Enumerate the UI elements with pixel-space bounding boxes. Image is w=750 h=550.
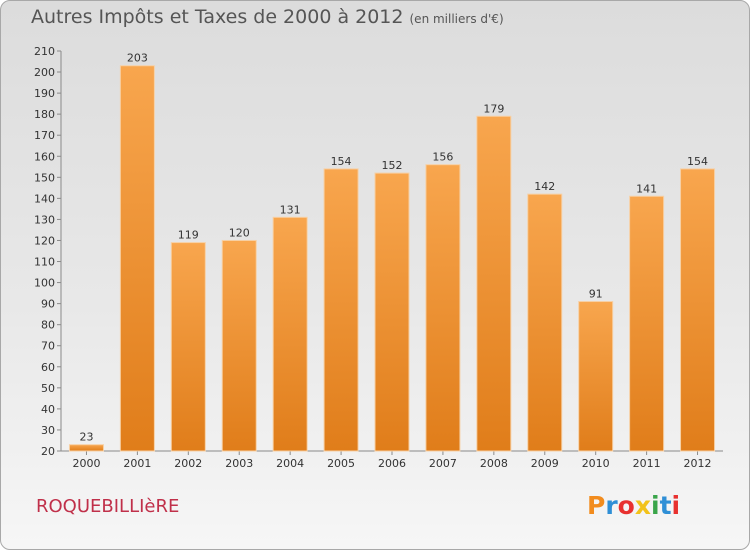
y-tick-label: 180: [34, 108, 55, 121]
bar-2001: [119, 65, 155, 452]
y-tick-label: 40: [41, 403, 55, 416]
bar-value-label: 120: [229, 226, 250, 239]
chart-unit-text: (en milliers d'€): [409, 12, 504, 26]
y-tick-label: 120: [34, 234, 55, 247]
logo-letter: r: [605, 491, 618, 520]
x-tick-label: 2012: [684, 457, 712, 470]
bar-2002: [170, 242, 206, 452]
logo-letter: P: [587, 491, 606, 520]
y-tick-label: 140: [34, 192, 55, 205]
y-tick-label: 170: [34, 129, 55, 142]
bar-2011: [629, 195, 665, 452]
y-tick-label: 210: [34, 45, 55, 58]
bar-2007: [425, 164, 461, 452]
bar-value-label: 119: [178, 229, 199, 242]
bar-2010: [578, 301, 614, 452]
bar-2000: [68, 444, 104, 452]
y-tick-label: 190: [34, 87, 55, 100]
bar-2003: [221, 239, 257, 452]
y-tick-label: 200: [34, 66, 55, 79]
bar-value-label: 156: [432, 151, 453, 164]
logo-letter: i: [651, 491, 660, 520]
logo-letter: t: [659, 491, 672, 520]
y-tick-label: 30: [41, 424, 55, 437]
bar-2009: [527, 193, 563, 452]
logo-letter: x: [634, 491, 651, 520]
x-tick-label: 2004: [276, 457, 304, 470]
x-tick-label: 2009: [531, 457, 559, 470]
y-tick-label: 70: [41, 340, 55, 353]
bar-value-label: 154: [687, 155, 708, 168]
y-tick-label: 150: [34, 171, 55, 184]
y-tick-label: 60: [41, 361, 55, 374]
y-tick-label: 20: [41, 445, 55, 458]
y-tick-label: 100: [34, 277, 55, 290]
commune-name: ROQUEBILLIèRE: [36, 496, 180, 517]
x-tick-label: 2007: [429, 457, 457, 470]
bar-value-label: 154: [331, 155, 352, 168]
bar-value-label: 142: [534, 180, 555, 193]
logo-letter: i: [671, 491, 681, 520]
bar-value-label: 23: [79, 431, 93, 444]
bar-value-label: 91: [589, 288, 603, 301]
y-tick-label: 80: [41, 319, 55, 332]
x-tick-label: 2003: [225, 457, 253, 470]
bar-value-label: 141: [636, 182, 657, 195]
bar-2012: [680, 168, 716, 452]
chart-title: Autres Impôts et Taxes de 2000 à 2012 (en…: [31, 6, 504, 28]
bar-value-label: 179: [483, 102, 504, 115]
proxiti-logo: Proxiti: [587, 491, 680, 520]
x-tick-label: 2006: [378, 457, 406, 470]
x-tick-label: 2010: [582, 457, 610, 470]
bar-2006: [374, 172, 410, 452]
x-tick-label: 2002: [174, 457, 202, 470]
x-tick-label: 2011: [633, 457, 661, 470]
x-tick-label: 2001: [123, 457, 151, 470]
y-tick-label: 130: [34, 213, 55, 226]
y-tick-label: 50: [41, 382, 55, 395]
bar-2008: [476, 115, 512, 452]
bar-value-label: 131: [280, 203, 301, 216]
y-tick-label: 90: [41, 298, 55, 311]
bar-value-label: 203: [127, 52, 148, 65]
chart-title-text: Autres Impôts et Taxes de 2000 à 2012: [31, 6, 404, 28]
x-tick-label: 2000: [72, 457, 100, 470]
bar-2004: [272, 216, 308, 452]
y-tick-label: 160: [34, 150, 55, 163]
y-tick-label: 110: [34, 256, 55, 269]
logo-letter: o: [617, 491, 635, 520]
bar-value-label: 152: [382, 159, 403, 172]
x-tick-label: 2005: [327, 457, 355, 470]
bar-2005: [323, 168, 359, 452]
x-tick-label: 2008: [480, 457, 508, 470]
